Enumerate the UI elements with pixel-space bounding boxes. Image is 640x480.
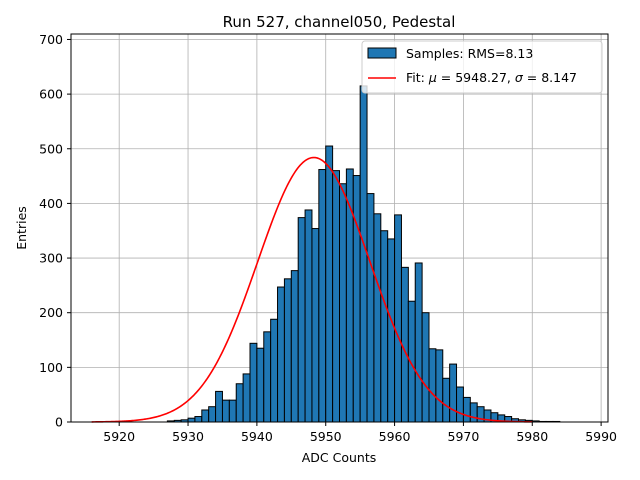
x-tick-label-5960: 5960 xyxy=(379,429,411,444)
y-tick-label-500: 500 xyxy=(39,141,63,156)
histogram-bar-5959 xyxy=(387,238,396,423)
histogram-bar-5966 xyxy=(435,349,444,423)
histogram-bar-5969 xyxy=(456,386,464,423)
histogram-bar-5950 xyxy=(325,145,334,423)
y-tick-label-100: 100 xyxy=(39,360,63,375)
legend: Samples: RMS=8.13 Fit: μ = 5948.27, σ = … xyxy=(361,40,603,94)
legend-swatch-samples xyxy=(367,47,397,59)
x-tick-label-5920: 5920 xyxy=(103,429,135,444)
histogram-bar-5939 xyxy=(249,342,258,423)
x-tick-label-5950: 5950 xyxy=(310,429,342,444)
histogram-bar-5957 xyxy=(373,213,382,423)
histogram-bar-5970 xyxy=(462,396,471,423)
y-tick-label-300: 300 xyxy=(39,251,63,266)
histogram-bar-5942 xyxy=(270,318,279,423)
histogram-bar-5943 xyxy=(277,286,285,423)
histogram-bar-5933 xyxy=(208,406,217,423)
histogram-bar-5931 xyxy=(194,416,203,423)
x-tick-label-5940: 5940 xyxy=(241,429,273,444)
histogram-bar-5945 xyxy=(290,270,299,423)
x-tick-label-5970: 5970 xyxy=(448,429,480,444)
y-tick-label-700: 700 xyxy=(39,32,63,47)
histogram-bar-5948 xyxy=(311,228,320,423)
histogram-bar-5952 xyxy=(339,183,347,423)
histogram-bar-5967 xyxy=(442,377,451,423)
histogram-bar-5932 xyxy=(201,409,210,423)
y-axis-label: Entries xyxy=(14,206,29,250)
histogram-bar-5947 xyxy=(304,209,313,423)
histogram-bar-5963 xyxy=(414,262,423,423)
histogram-bar-5936 xyxy=(228,399,237,423)
histogram-bar-5934 xyxy=(215,390,223,423)
histogram-bar-5968 xyxy=(449,363,458,423)
histogram-bar-5964 xyxy=(421,312,430,423)
fit-label-prefix: Fit: xyxy=(406,70,429,85)
legend-label-fit: Fit: μ = 5948.27, σ = 8.147 xyxy=(406,70,577,85)
y-tick-label-400: 400 xyxy=(39,196,63,211)
chart-title: Run 527, channel050, Pedestal xyxy=(223,13,456,31)
y-tick-label-600: 600 xyxy=(39,87,63,102)
fit-sigma-symbol: σ xyxy=(515,70,524,85)
histogram-bar-5935 xyxy=(221,399,230,423)
legend-box xyxy=(361,40,603,94)
histogram-bar-5944 xyxy=(283,278,292,423)
histogram-bar-5951 xyxy=(332,170,341,423)
y-axis-ticks: 0 100 200 300 400 500 600 700 xyxy=(39,32,71,430)
fit-mu-symbol: μ xyxy=(428,70,437,85)
histogram-bar-5965 xyxy=(428,348,437,423)
x-axis-ticks: 5920 5930 5940 5950 5960 5970 5980 5990 xyxy=(103,422,617,444)
plot-frame xyxy=(70,33,609,423)
histogram-bar-5941 xyxy=(263,331,272,423)
y-tick-label-0: 0 xyxy=(55,415,63,430)
histogram-bar-5938 xyxy=(242,373,251,423)
histogram-bar-5971 xyxy=(469,402,478,423)
x-axis-label: ADC Counts xyxy=(302,450,377,465)
histogram-bar-5937 xyxy=(235,383,244,423)
fit-mu-value: = 5948.27, xyxy=(437,70,515,85)
histogram-bar-5958 xyxy=(380,230,389,423)
legend-label-samples: Samples: RMS=8.13 xyxy=(406,46,533,61)
histogram-bar-5954 xyxy=(352,175,361,423)
y-tick-label-200: 200 xyxy=(39,305,63,320)
histogram-bar-5955 xyxy=(359,85,368,423)
histogram-bar-5949 xyxy=(318,169,327,423)
histogram-bar-5940 xyxy=(256,347,265,423)
histogram-bar-5946 xyxy=(297,217,306,423)
histogram-bars xyxy=(166,85,561,423)
histogram-bar-5960 xyxy=(394,214,402,423)
histogram-bar-5956 xyxy=(366,193,375,423)
x-tick-label-5990: 5990 xyxy=(585,429,617,444)
fit-curve xyxy=(91,156,533,423)
histogram-bar-5930 xyxy=(187,417,196,423)
x-tick-label-5930: 5930 xyxy=(172,429,204,444)
fit-sigma-value: = 8.147 xyxy=(523,70,577,85)
x-tick-label-5980: 5980 xyxy=(516,429,548,444)
